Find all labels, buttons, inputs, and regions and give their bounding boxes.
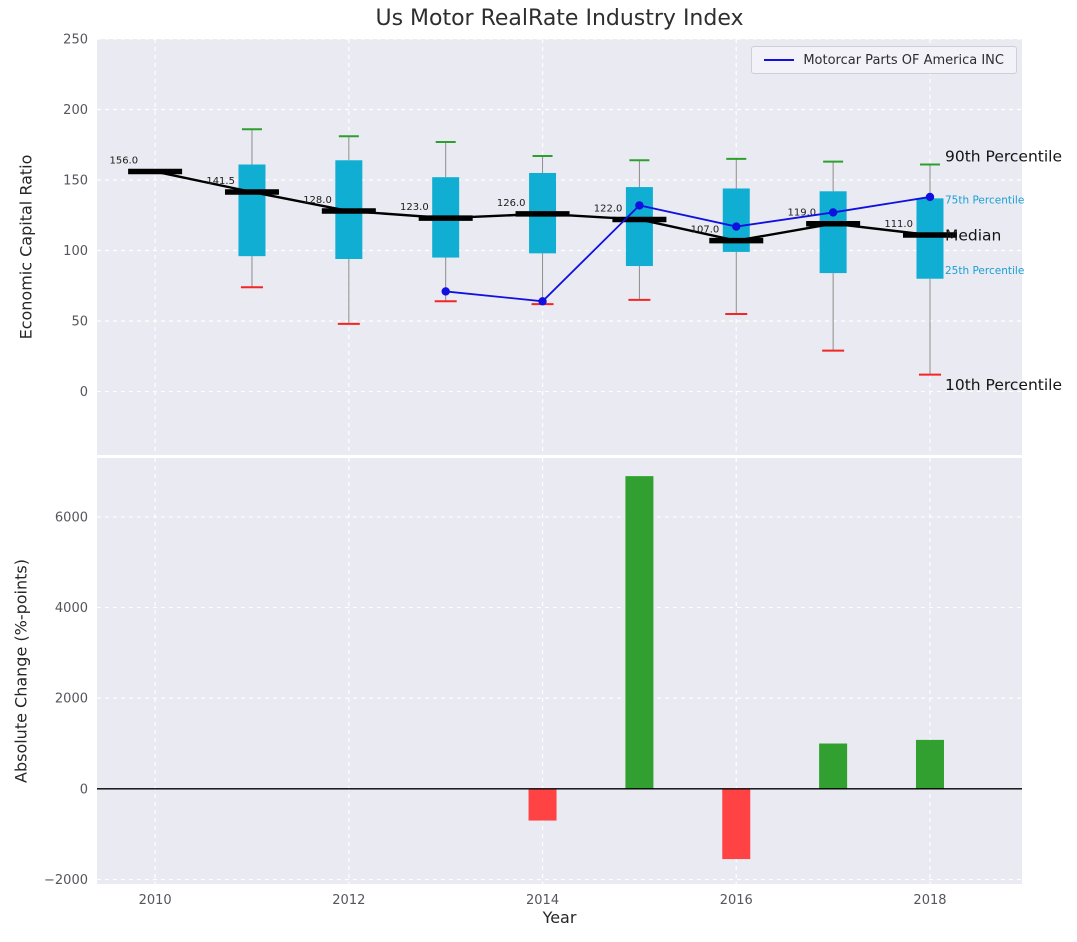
x-tick-label: 2010 — [139, 893, 172, 908]
percentile-annotation: Median — [945, 227, 1001, 245]
median-value-label: 156.0 — [109, 156, 138, 167]
median-value-label: 111.0 — [884, 219, 913, 230]
company-line — [445, 196, 931, 303]
percentile-annotation: 10th Percentile — [945, 376, 1062, 394]
bar-2017 — [819, 743, 848, 789]
median-value-label: 119.0 — [787, 208, 816, 219]
bar-2018 — [915, 739, 944, 789]
bottom-y-tick-label: 0 — [80, 782, 88, 797]
top-y-tick-label: 150 — [63, 174, 88, 189]
box-iqr — [625, 187, 653, 267]
box-iqr — [819, 191, 847, 274]
legend: Motorcar Parts OF America INC — [751, 46, 1017, 74]
boxplot-2018 — [916, 163, 944, 376]
bar-2016 — [722, 788, 751, 860]
bar-2014 — [528, 788, 557, 821]
median-value-label: 123.0 — [400, 202, 429, 213]
median-value-label: 141.5 — [206, 176, 235, 187]
company-marker — [732, 222, 741, 231]
boxplot-2015 — [625, 159, 653, 301]
legend-label: Motorcar Parts OF America INC — [803, 52, 1004, 68]
bottom-y-tick-label: 6000 — [55, 510, 88, 525]
median-value-label: 128.0 — [303, 195, 332, 206]
top-y-tick-label: 100 — [63, 244, 88, 259]
median-value-label: 126.0 — [497, 198, 526, 209]
top-y-tick-label: 200 — [63, 103, 88, 118]
company-marker — [828, 208, 838, 217]
bottom-y-tick-label: −2000 — [44, 873, 88, 888]
legend-line-sample — [764, 59, 795, 61]
bottom-y-axis-label: Absolute Change (%-points) — [11, 559, 31, 783]
x-tick-label: 2012 — [332, 893, 365, 908]
bottom-y-tick-label: 4000 — [55, 601, 88, 616]
company-marker — [635, 201, 644, 210]
top-y-tick-label: 50 — [71, 315, 88, 330]
chart-title: Us Motor RealRate Industry Index — [375, 6, 744, 31]
company-marker — [538, 297, 547, 306]
top-axes-background — [97, 39, 1022, 455]
bottom-y-tick-label: 2000 — [55, 692, 88, 707]
company-marker — [925, 192, 935, 202]
company-marker — [441, 287, 450, 296]
percentile-annotation: 75th Percentile — [945, 194, 1024, 206]
top-y-tick-label: 0 — [80, 385, 88, 400]
x-tick-label: 2014 — [526, 893, 559, 908]
top-y-tick-label: 250 — [63, 33, 88, 48]
x-tick-label: 2016 — [720, 893, 753, 908]
x-axis-label: Year — [542, 908, 577, 927]
bar-2015 — [625, 476, 654, 789]
percentile-annotation: 90th Percentile — [945, 148, 1062, 166]
boxplot-2017 — [819, 160, 847, 352]
box-iqr — [238, 164, 266, 257]
median-value-label: 122.0 — [594, 204, 623, 215]
bottom-axes-background — [97, 458, 1022, 884]
boxplot-2011 — [238, 128, 266, 289]
box-iqr — [916, 198, 944, 279]
percentile-annotation: 25th Percentile — [945, 265, 1024, 277]
median-value-label: 107.0 — [691, 225, 720, 236]
top-y-axis-label: Economic Capital Ratio — [16, 154, 36, 340]
x-tick-label: 2018 — [913, 893, 946, 908]
